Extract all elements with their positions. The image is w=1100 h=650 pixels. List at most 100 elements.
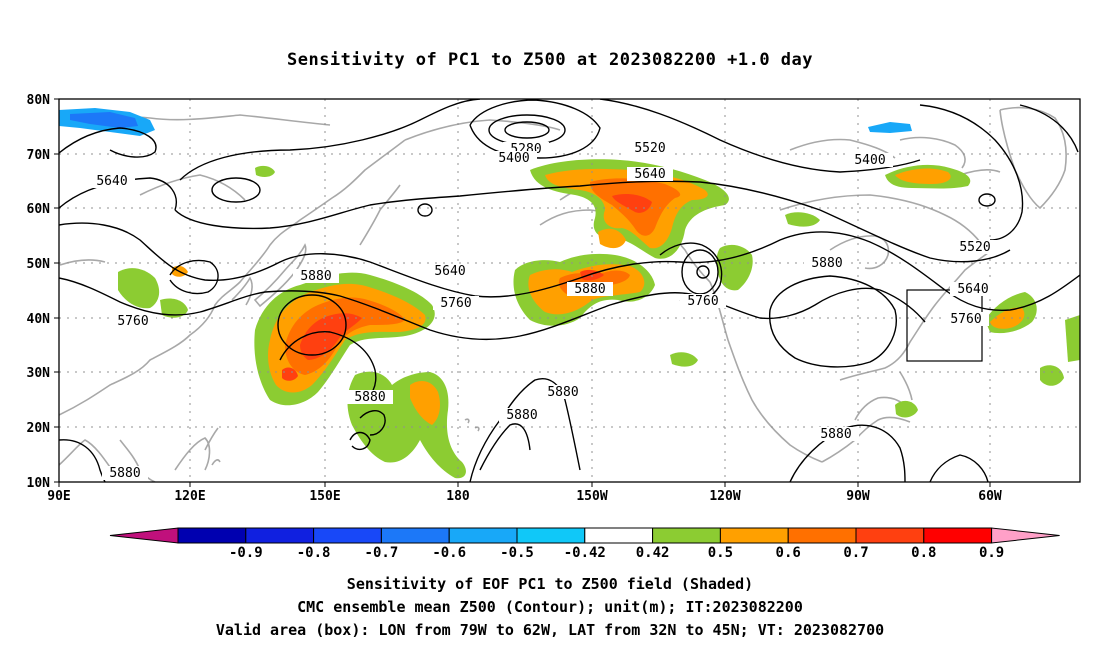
contour-label: 5880	[102, 466, 148, 481]
contour-label-text: 5520	[959, 240, 990, 255]
tick-marks	[54, 98, 991, 487]
colorbar-segment	[380, 527, 450, 544]
contour-label: 5880	[804, 256, 850, 271]
lon-label: 90E	[47, 489, 70, 504]
contour-label-text: 5880	[820, 427, 851, 442]
map-frame	[58, 98, 1081, 483]
positive-patch-gulf-alaska	[716, 244, 753, 291]
colorbar-segment	[923, 527, 993, 544]
contour-label-text: 5640	[957, 282, 988, 297]
contour-label: 5640	[427, 264, 473, 279]
contour-label: 5400	[847, 153, 893, 168]
map-title: Sensitivity of PC1 to Z500 at 2023082200…	[286, 50, 813, 70]
contour-label-text: 5880	[506, 408, 537, 423]
lon-label: 60W	[978, 489, 1002, 504]
redorange-patch-west-pacific-2	[282, 367, 298, 381]
colorbar-low-triangle	[109, 527, 179, 544]
lon-label: 180	[446, 489, 470, 504]
colorbar-label: 0.7	[843, 545, 868, 561]
contour-label: 5520	[952, 240, 998, 255]
colorbar-segment	[652, 527, 721, 544]
positive-patch-hawaii	[670, 352, 698, 367]
contour-label: 5880	[540, 385, 586, 400]
negative-patch-greenland	[868, 122, 912, 133]
colorbar-label: -0.42	[564, 545, 606, 561]
contour-label-text: 5760	[117, 314, 148, 329]
lon-label: 120W	[709, 489, 740, 504]
contour-label-text: 5760	[440, 296, 471, 311]
caption-line-1: Sensitivity of EOF PC1 to Z500 field (Sh…	[346, 575, 754, 593]
colorbar-label: 0.8	[911, 545, 936, 561]
contour-label: 5760	[433, 296, 479, 311]
lat-label: 70N	[27, 148, 51, 163]
contour-label: 5400	[491, 151, 537, 166]
contour-label: 5760	[943, 312, 989, 327]
contour-label: 5880	[347, 390, 393, 405]
colorbar-segment	[448, 527, 518, 544]
positive-patch-china	[118, 268, 160, 309]
colorbar-segment	[855, 527, 925, 544]
lon-label: 150W	[576, 489, 607, 504]
longitude-labels: 90E 120E 150E 180 150W 120W 90W 60W	[47, 489, 1002, 504]
contour-label-text: 5400	[854, 153, 885, 168]
colorbar-segment	[245, 527, 315, 544]
colorbar-label: 0.6	[776, 545, 801, 561]
colorbar-label: -0.8	[297, 545, 331, 561]
positive-patch-hudson	[785, 212, 820, 227]
colorbar-label: -0.6	[432, 545, 466, 561]
contour-label-text: 5880	[354, 390, 385, 405]
lon-label: 150E	[309, 489, 340, 504]
colorbar-label: -0.9	[229, 545, 263, 561]
colorbar-label: 0.9	[979, 545, 1004, 561]
negative-patch-arctic-west-core	[70, 112, 138, 128]
positive-patch-atlantic-east	[1065, 315, 1080, 362]
colorbar-segment	[787, 527, 857, 544]
lat-label: 40N	[27, 312, 51, 327]
lon-label: 120E	[174, 489, 205, 504]
contour-label: 5640	[627, 167, 673, 182]
positive-patch-atlantic-south	[1040, 365, 1064, 386]
lat-label: 10N	[27, 476, 51, 491]
orange-patch-labrador	[895, 168, 951, 184]
positive-patch-siberia	[255, 165, 275, 177]
colorbar-label: 0.5	[708, 545, 733, 561]
colorbar-segment	[177, 527, 247, 544]
lat-label: 20N	[27, 421, 51, 436]
colorbar-segment	[584, 527, 654, 544]
colorbar-segment	[516, 527, 586, 544]
positive-patch-china-south	[160, 298, 188, 318]
lat-label: 60N	[27, 202, 51, 217]
contour-label: 5760	[680, 294, 726, 309]
colorbar-label: -0.7	[365, 545, 399, 561]
contour-label: 5640	[957, 282, 988, 297]
contour-label-text: 5880	[547, 385, 578, 400]
positive-patch-caribbean	[895, 400, 918, 418]
contour-label-text: 5400	[498, 151, 529, 166]
orange-patch-subtropics	[410, 380, 440, 425]
colorbar-segment	[719, 527, 789, 544]
contour-label: 5880	[293, 269, 339, 284]
orange-patch-atlantic	[990, 307, 1025, 329]
contour-label: 5880	[567, 282, 613, 297]
caption-line-3: Valid area (box): LON from 79W to 62W, L…	[215, 621, 885, 639]
contour-label-text: 5760	[950, 312, 981, 327]
colorbar-label: -0.5	[500, 545, 534, 561]
contour-label-text: 5640	[434, 264, 465, 279]
orange-patch-north-pacific-2	[598, 228, 626, 249]
contour-label: 5640	[950, 282, 996, 297]
contour-label-text: 5880	[811, 256, 842, 271]
colorbar-segment	[313, 527, 382, 544]
contour-label-text: 5760	[687, 294, 718, 309]
coastlines	[59, 106, 1067, 482]
caption-line-2: CMC ensemble mean Z500 (Contour); unit(m…	[297, 598, 803, 616]
contour-label: 5520	[627, 141, 673, 156]
lat-label: 50N	[27, 257, 51, 272]
contour-label: 5880	[813, 427, 859, 442]
contour-label: 5880	[499, 408, 545, 423]
contour-label: 5760	[110, 314, 156, 329]
colorbar-label: 0.42	[636, 545, 670, 561]
lon-label: 90W	[846, 489, 870, 504]
contour-label-text: 5640	[96, 174, 127, 189]
contour-label: 5640	[89, 174, 135, 189]
